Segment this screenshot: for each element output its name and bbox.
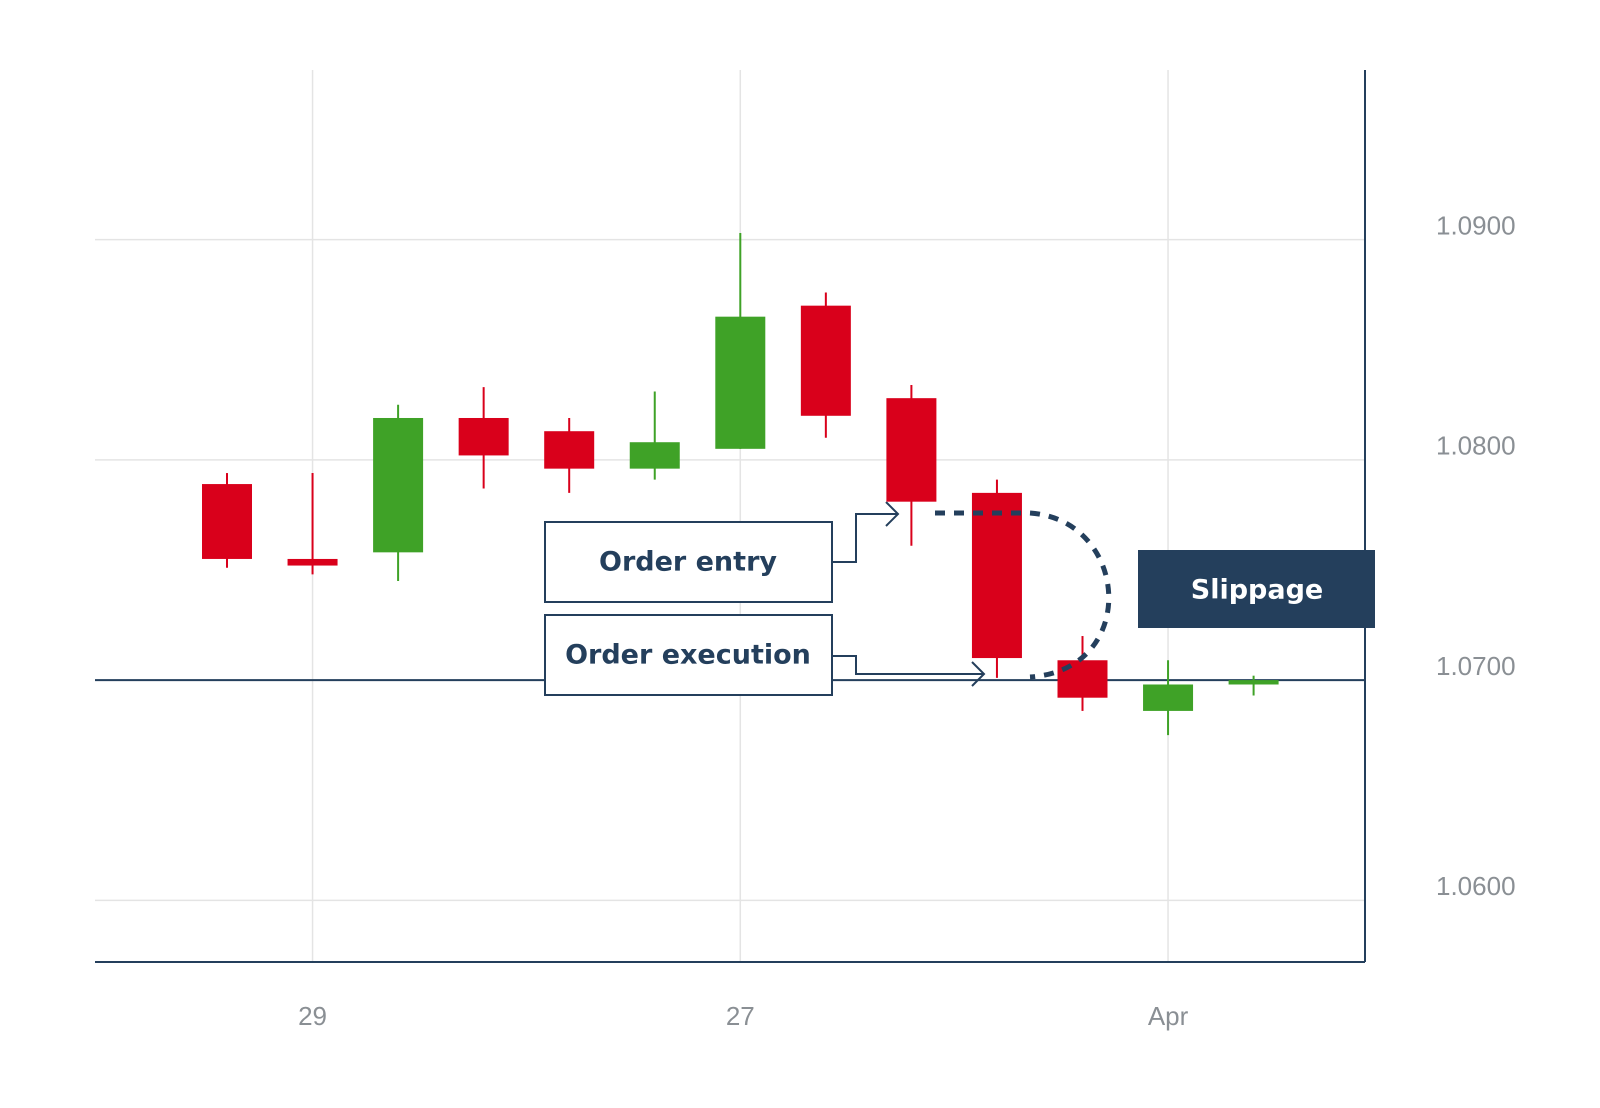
y-tick-label: 1.0900 (1436, 210, 1516, 240)
execution-label: Order execution (565, 640, 811, 671)
candle-body (458, 417, 509, 456)
execution-arrow (832, 655, 984, 675)
entry-arrowhead (885, 501, 900, 527)
slippage-curve (935, 510, 1112, 680)
candle-body (800, 305, 851, 416)
y-tick-label: 1.0800 (1436, 431, 1516, 461)
entry-label: Order entry (599, 547, 777, 578)
candle-body (544, 431, 595, 469)
slippage-box (1138, 550, 1375, 628)
candle-body (1143, 684, 1194, 711)
y-tick-label: 1.0600 (1436, 871, 1516, 901)
candle-body (1228, 680, 1279, 685)
x-tick-label: 27 (726, 1001, 755, 1031)
candle-body (373, 417, 424, 553)
x-tick-label: Apr (1148, 1001, 1189, 1031)
entry-arrow (832, 513, 898, 563)
y-tick-label: 1.0700 (1436, 651, 1516, 681)
candle-body (971, 492, 1022, 659)
candle-body (715, 316, 766, 449)
candle-body (287, 558, 338, 566)
candle-body (202, 484, 252, 559)
x-tick-label: 29 (298, 1001, 327, 1031)
candle-body (629, 442, 680, 469)
execution-arrowhead (971, 661, 986, 687)
slippage-label: Slippage (1191, 575, 1323, 606)
execution-box (544, 614, 833, 696)
candle-body (886, 398, 937, 502)
